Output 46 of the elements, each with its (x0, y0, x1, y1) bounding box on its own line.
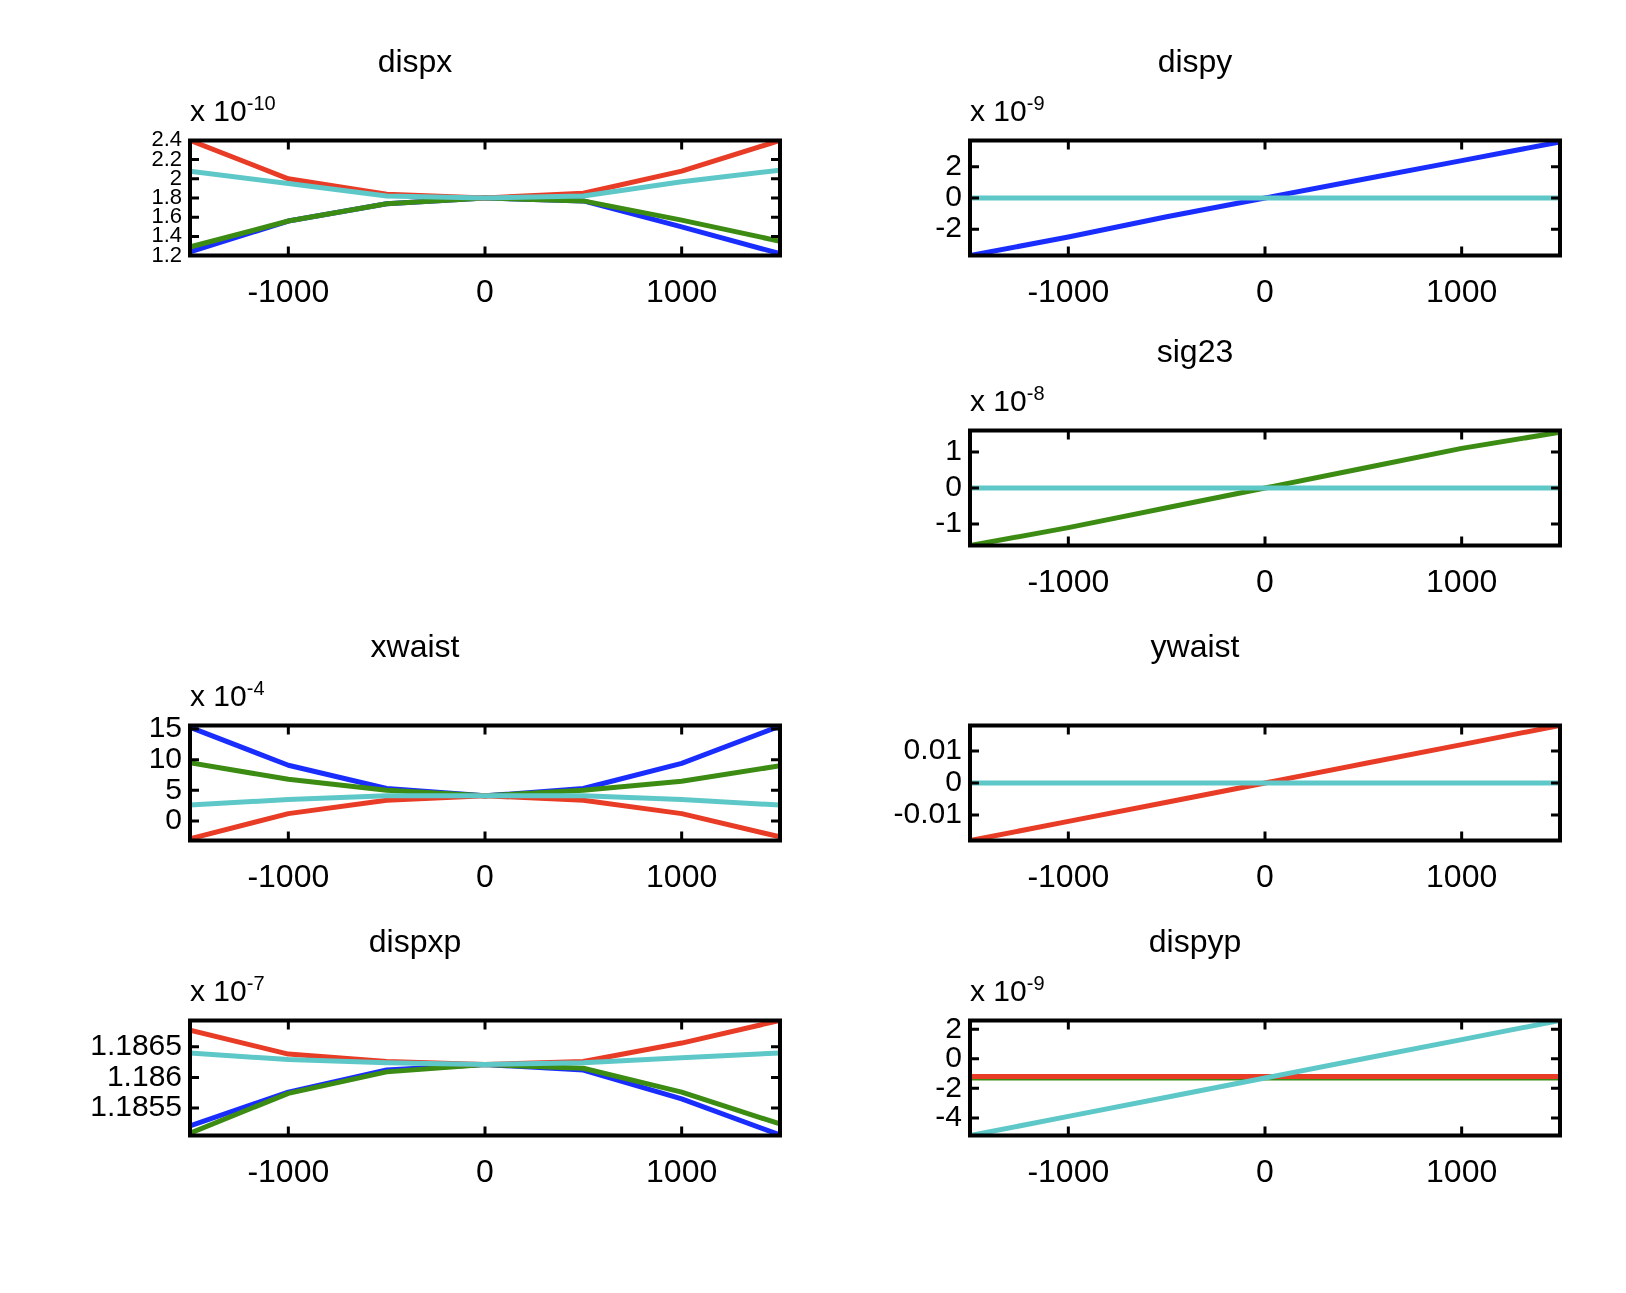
text: x 10$^{-7}$ (190, 972, 265, 1009)
x-tick-label: 1000 (1426, 857, 1498, 894)
x-tick-label: -1000 (1027, 1152, 1110, 1189)
x-tick-label: 0 (1256, 562, 1274, 599)
y-tick-label: 0 (945, 764, 962, 798)
y-tick-label: 1 (945, 433, 962, 467)
chart-title: xwaist (370, 628, 460, 665)
y-tick-label: 1.1855 (90, 1089, 182, 1123)
chart-title: dispxp (368, 923, 462, 960)
x-tick-label: 0 (1256, 272, 1274, 309)
x-tick-label: 1000 (646, 1152, 718, 1189)
chart-title: sig23 (1156, 333, 1234, 370)
x-tick-label: -1000 (1027, 857, 1110, 894)
y-tick-label: 5 (165, 771, 182, 805)
y-tick-label: -1 (935, 505, 962, 539)
y-tick-label: 0 (945, 469, 962, 503)
text: x 10$^{-9}$ (970, 92, 1045, 129)
text: x 10$^{-10}$ (190, 92, 276, 129)
chart-title: dispy (1157, 43, 1233, 80)
y-tick-label: 0 (945, 179, 962, 213)
x-tick-label: 0 (476, 1152, 494, 1189)
x-tick-label: -1000 (1027, 272, 1110, 309)
y-tick-label: -2 (935, 210, 962, 244)
x-tick-label: 1000 (646, 857, 718, 894)
y-tick-label: 0 (165, 802, 182, 836)
x-tick-label: 0 (1256, 1152, 1274, 1189)
text: x 10$^{-9}$ (970, 972, 1045, 1009)
y-tick-label: -0.01 (893, 796, 962, 830)
text: x 10$^{-4}$ (190, 677, 265, 714)
x-tick-label: 1000 (1426, 272, 1498, 309)
x-tick-label: -1000 (247, 857, 330, 894)
x-tick-label: 0 (1256, 857, 1274, 894)
x-tick-label: 0 (476, 857, 494, 894)
x-tick-label: -1000 (247, 272, 330, 309)
x-tick-label: 1000 (1426, 562, 1498, 599)
chart-title: dispyp (1148, 923, 1242, 960)
x-tick-label: 1000 (1426, 1152, 1498, 1189)
x-tick-label: 1000 (646, 272, 718, 309)
x-tick-label: 0 (476, 272, 494, 309)
y-tick-label: 0.01 (903, 732, 962, 766)
y-tick-label: 2 (945, 148, 962, 182)
chart-title: dispx (377, 43, 453, 80)
x-tick-label: -1000 (247, 1152, 330, 1189)
x-tick-label: -1000 (1027, 562, 1110, 599)
chart-title: ywaist (1150, 628, 1240, 665)
text: x 10$^{-8}$ (970, 382, 1045, 419)
